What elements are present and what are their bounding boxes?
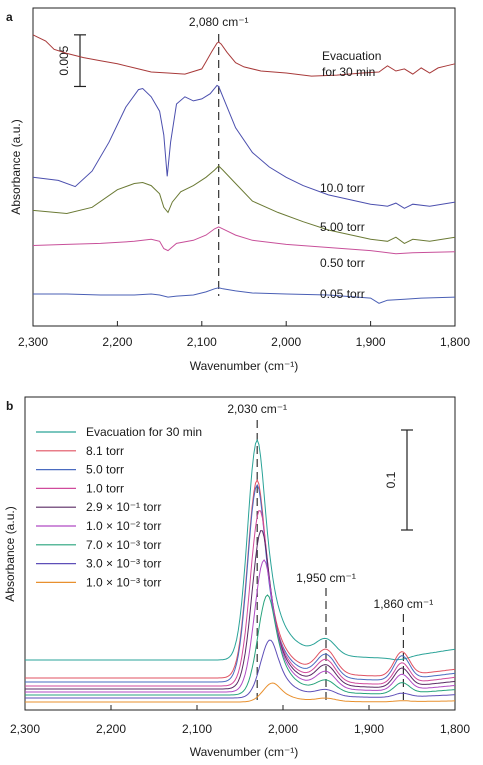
panel-a-xtick-2300: 2,300 xyxy=(18,335,48,349)
panel-b-series xyxy=(25,438,456,703)
panel-b-label: b xyxy=(6,399,13,413)
panel-a-ylabel: Absorbance (a.u.) xyxy=(9,119,23,214)
panel-b-legend-label-0: Evacuation for 30 min xyxy=(86,425,202,439)
panel-b-scale-bar-label: 0.1 xyxy=(384,471,398,488)
panel-b-series-line-7 xyxy=(25,639,455,699)
panel-b-legend-label-6: 7.0 × 10⁻³ torr xyxy=(86,538,161,552)
panel-a-xtick-1900: 1,900 xyxy=(356,335,386,349)
panel-b-legend-label-4: 2.9 × 10⁻¹ torr xyxy=(86,500,161,514)
panel-b-legend-label-8: 1.0 × 10⁻³ torr xyxy=(86,575,161,589)
panel-b-xtick-1800: 1,800 xyxy=(440,722,470,736)
panel-b-legend-label-2: 5.0 torr xyxy=(86,463,124,477)
panel-b: b Absorbance (a.u.) 2,300 2,200 2,100 2,… xyxy=(3,396,470,759)
panel-a-scale-bar-label: 0.005 xyxy=(57,45,71,75)
panel-b-xtick-1900: 1,900 xyxy=(354,722,384,736)
panel-a-label-evacuation-line1: Evacuation xyxy=(322,49,381,63)
panel-a-label: a xyxy=(6,10,13,24)
panel-b-2030-label: 2,030 cm⁻¹ xyxy=(227,402,287,416)
panel-b-series-line-0 xyxy=(25,438,456,661)
panel-b-ylabel: Absorbance (a.u.) xyxy=(3,506,17,601)
panel-b-series-line-2 xyxy=(25,483,456,683)
panel-a-series-line-4 xyxy=(32,34,456,77)
panel-a-label-0-50torr: 0.50 torr xyxy=(320,256,365,270)
panel-a-series-line-2 xyxy=(32,165,456,244)
panel-b-1860-label: 1,860 cm⁻¹ xyxy=(374,597,434,611)
panel-a-xtick-2200: 2,200 xyxy=(102,335,132,349)
panel-a-plot-frame xyxy=(32,7,456,327)
panel-b-1950-label: 1,950 cm⁻¹ xyxy=(296,571,356,585)
panel-a-series-line-3 xyxy=(32,84,456,209)
panel-b-series-line-6 xyxy=(25,594,456,696)
panel-a-series-line-0 xyxy=(33,287,456,304)
panel-a: a Absorbance (a.u.) 2,300 2,200 2,100 2,… xyxy=(6,7,470,373)
panel-a-label-evacuation: Evacuation for 30 min xyxy=(322,49,385,79)
panel-a-scale-bar: 0.005 xyxy=(57,34,86,88)
panel-b-xtick-2200: 2,200 xyxy=(96,722,126,736)
panel-b-plot-frame xyxy=(24,396,456,711)
panel-a-xtick-1800: 1,800 xyxy=(440,335,470,349)
panel-b-legend: Evacuation for 30 min 8.1 torr 5.0 torr 1.0… xyxy=(36,425,202,589)
panel-b-series-line-5 xyxy=(25,559,456,693)
panel-b-xticks xyxy=(24,705,456,710)
panel-b-legend-label-5: 1.0 × 10⁻² torr xyxy=(86,519,161,533)
panel-a-series xyxy=(32,34,456,304)
panel-b-xtick-2300: 2,300 xyxy=(10,722,40,736)
panel-b-series-line-3 xyxy=(25,510,456,687)
panel-a-label-evacuation-line2: for 30 min xyxy=(322,65,375,79)
panel-b-scale-bar: 0.1 xyxy=(384,429,413,531)
panel-b-xtick-2100: 2,100 xyxy=(182,722,212,736)
panel-a-series-line-1 xyxy=(32,226,456,255)
panel-a-xticks xyxy=(32,321,456,326)
panel-b-legend-label-1: 8.1 torr xyxy=(86,444,124,458)
panel-a-xtick-2000: 2,000 xyxy=(271,335,301,349)
panel-b-series-line-8 xyxy=(25,682,455,703)
panel-b-legend-label-3: 1.0 torr xyxy=(86,481,124,495)
panel-a-label-5torr: 5.00 torr xyxy=(320,220,365,234)
panel-b-xlabel: Wavenumber (cm⁻¹) xyxy=(190,745,299,759)
panel-a-label-10torr: 10.0 torr xyxy=(320,181,365,195)
panel-a-label-0-05torr: 0.05 torr xyxy=(320,287,365,301)
panel-b-legend-label-7: 3.0 × 10⁻³ torr xyxy=(86,557,161,571)
panel-a-xlabel: Wavenumber (cm⁻¹) xyxy=(190,359,299,373)
panel-b-series-line-1 xyxy=(25,478,456,679)
panel-b-xtick-2000: 2,000 xyxy=(268,722,298,736)
panel-a-xtick-2100: 2,100 xyxy=(187,335,217,349)
panel-a-2080-label: 2,080 cm⁻¹ xyxy=(189,15,249,29)
panel-b-series-line-4 xyxy=(25,530,456,690)
